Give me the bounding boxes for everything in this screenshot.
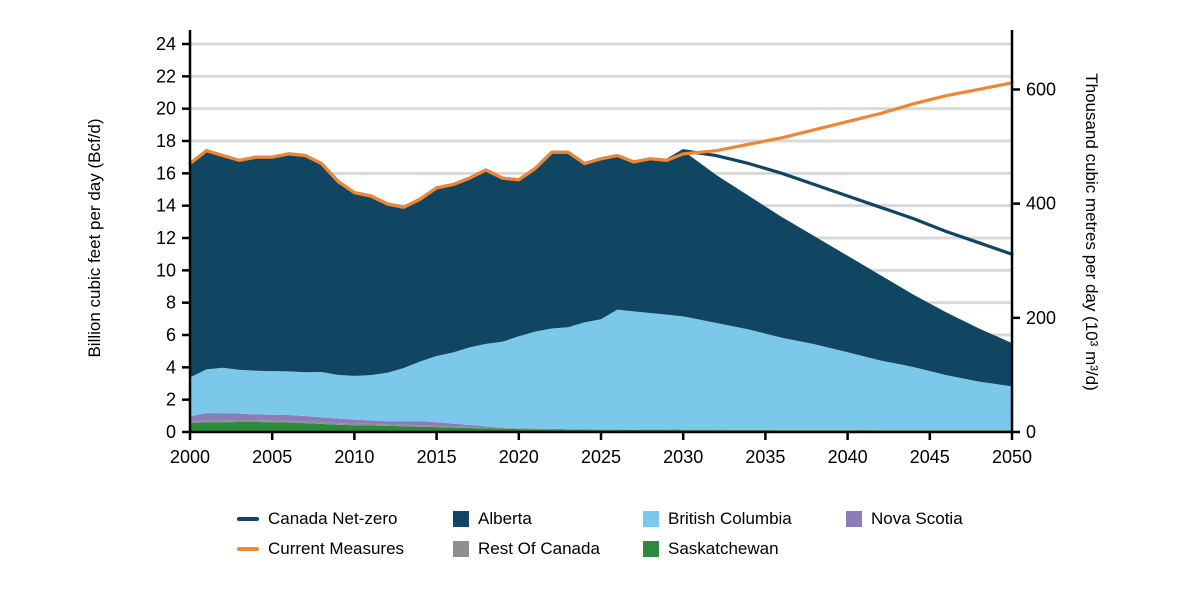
y-left-tick-label: 20 (156, 99, 176, 119)
y-left-tick-label: 10 (156, 260, 176, 280)
legend-label: Alberta (478, 509, 532, 528)
area-british-columbia (190, 309, 1012, 431)
legend-swatch-alberta (453, 511, 469, 527)
x-tick-label: 2000 (170, 447, 210, 467)
x-tick-label: 2015 (417, 447, 457, 467)
line-current-measures (188, 81, 1014, 209)
y-right-tick-label: 200 (1026, 308, 1056, 328)
legend-label: Rest Of Canada (478, 539, 600, 558)
legend-item-nova-scotia: Nova Scotia (846, 509, 1200, 529)
y-left-tick-label: 18 (156, 131, 176, 151)
legend-swatch-current-measures (237, 547, 259, 551)
y-left-tick-label: 16 (156, 163, 176, 183)
x-tick-label: 2010 (334, 447, 374, 467)
y-axis-title-left: Billion cubic feet per day (Bcf/d) (85, 118, 104, 357)
y-right-tick-label: 600 (1026, 79, 1056, 99)
y-right-tick-label: 400 (1026, 194, 1056, 214)
legend-swatch-nova-scotia (846, 511, 862, 527)
legend: Canada Net-zero Alberta British Columbia No… (237, 509, 1200, 559)
y-left-tick-label: 2 (166, 390, 176, 410)
legend-item-british-columbia: British Columbia (643, 509, 846, 529)
x-tick-label: 2035 (745, 447, 785, 467)
legend-label: Canada Net-zero (268, 509, 398, 528)
legend-item-canada-net-zero: Canada Net-zero (237, 509, 453, 529)
x-tick-label: 2005 (252, 447, 292, 467)
x-tick-label: 2045 (910, 447, 950, 467)
y-left-tick-label: 14 (156, 196, 176, 216)
legend-item-rest-of-canada: Rest Of Canada (453, 539, 643, 559)
x-tick-label: 2050 (992, 447, 1032, 467)
y-left-tick-label: 0 (166, 422, 176, 442)
y-left-tick-label: 12 (156, 228, 176, 248)
legend-item-saskatchewan: Saskatchewan (643, 539, 846, 559)
legend-label: Nova Scotia (871, 509, 963, 528)
y-left-tick-label: 22 (156, 66, 176, 86)
x-tick-label: 2040 (828, 447, 868, 467)
legend-swatch-british-columbia (643, 511, 659, 527)
x-tick-label: 2025 (581, 447, 621, 467)
y-left-tick-label: 6 (166, 325, 176, 345)
legend-swatch-rest-of-canada (453, 541, 469, 557)
legend-item-current-measures: Current Measures (237, 539, 453, 559)
legend-item-alberta: Alberta (453, 509, 643, 529)
legend-swatch-saskatchewan (643, 541, 659, 557)
area-saskatchewan (190, 422, 1012, 432)
scenario-lines (188, 81, 1014, 256)
area-rest-of-canada (190, 420, 1012, 431)
y-axis-title-right: Thousand cubic metres per day (10³ m³/d) (1082, 73, 1101, 390)
y-left-tick-label: 8 (166, 293, 176, 313)
x-tick-label: 2030 (663, 447, 703, 467)
y-right-tick-label: 0 (1026, 422, 1036, 442)
legend-label: British Columbia (668, 509, 792, 528)
stacked-areas (190, 150, 1012, 432)
legend-label: Current Measures (268, 539, 405, 558)
area-nova-scotia (190, 413, 1012, 431)
area-alberta (190, 150, 1012, 387)
y-left-tick-label: 4 (166, 357, 176, 377)
legend-label: Saskatchewan (668, 539, 779, 558)
y-left-tick-label: 24 (156, 34, 176, 54)
x-tick-label: 2020 (499, 447, 539, 467)
legend-swatch-canada-net-zero (237, 517, 259, 521)
